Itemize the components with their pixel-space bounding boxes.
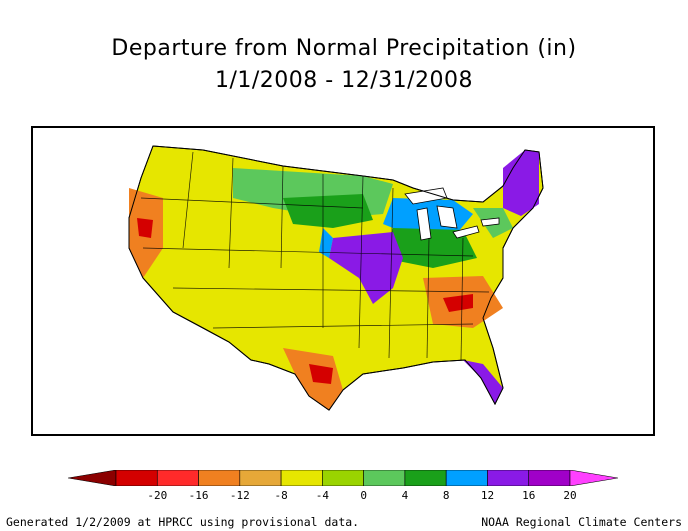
northeast-very-wet bbox=[503, 150, 539, 216]
precip-departure-map bbox=[128, 145, 544, 411]
legend-tick-label: -20 bbox=[147, 489, 168, 502]
legend-swatch bbox=[239, 470, 282, 486]
map-frame bbox=[31, 126, 655, 436]
legend-tick-label: -12 bbox=[229, 489, 250, 502]
ohio-valley-moist bbox=[383, 228, 477, 268]
lake-huron bbox=[436, 205, 458, 229]
legend-tick-label: 16 bbox=[522, 489, 536, 502]
legend-tick-label: -8 bbox=[274, 489, 288, 502]
legend-swatch bbox=[198, 470, 241, 486]
legend-swatch bbox=[322, 470, 364, 486]
lake-michigan bbox=[416, 207, 432, 241]
legend-tick-label: 20 bbox=[563, 489, 577, 502]
carolinas-very-dry bbox=[443, 294, 473, 312]
lake-erie bbox=[452, 225, 480, 239]
legend-tick-label: -4 bbox=[315, 489, 329, 502]
map-date-range: 1/1/2008 - 12/31/2008 bbox=[214, 68, 474, 93]
legend-swatch bbox=[280, 470, 323, 486]
florida-wet bbox=[463, 360, 503, 404]
lake-ontario bbox=[480, 217, 500, 227]
oregon-very-dry bbox=[137, 218, 153, 238]
legend-swatch bbox=[404, 470, 447, 486]
midwest-very-wet bbox=[329, 232, 403, 304]
legend-swatch bbox=[115, 470, 158, 486]
texas-very-dry bbox=[309, 364, 333, 384]
upper-midwest-wet bbox=[283, 194, 373, 228]
legend-swatch bbox=[445, 470, 488, 486]
legend-low-arrow bbox=[68, 470, 117, 486]
generation-note: Generated 1/2/2009 at HPRCC using provis… bbox=[6, 515, 360, 529]
source-credit: NOAA Regional Climate Centers bbox=[481, 515, 682, 529]
legend-tick-label: 12 bbox=[480, 489, 495, 502]
state-boundaries bbox=[140, 151, 490, 361]
legend-tick-label: -16 bbox=[188, 489, 209, 502]
map-title: Departure from Normal Precipitation (in) bbox=[111, 36, 577, 61]
legend-swatch bbox=[487, 470, 530, 486]
legend-swatch bbox=[528, 470, 571, 486]
legend-tick-label: 0 bbox=[360, 489, 367, 502]
outline bbox=[128, 145, 544, 411]
color-scale-bar bbox=[68, 470, 618, 486]
legend-tick-label: 4 bbox=[401, 489, 409, 502]
legend-swatch bbox=[363, 470, 406, 486]
legend-high-arrow bbox=[569, 470, 618, 486]
midwest-wet-ring bbox=[319, 228, 333, 258]
legend-swatch bbox=[156, 470, 199, 486]
legend-tick-label: 8 bbox=[442, 489, 450, 502]
